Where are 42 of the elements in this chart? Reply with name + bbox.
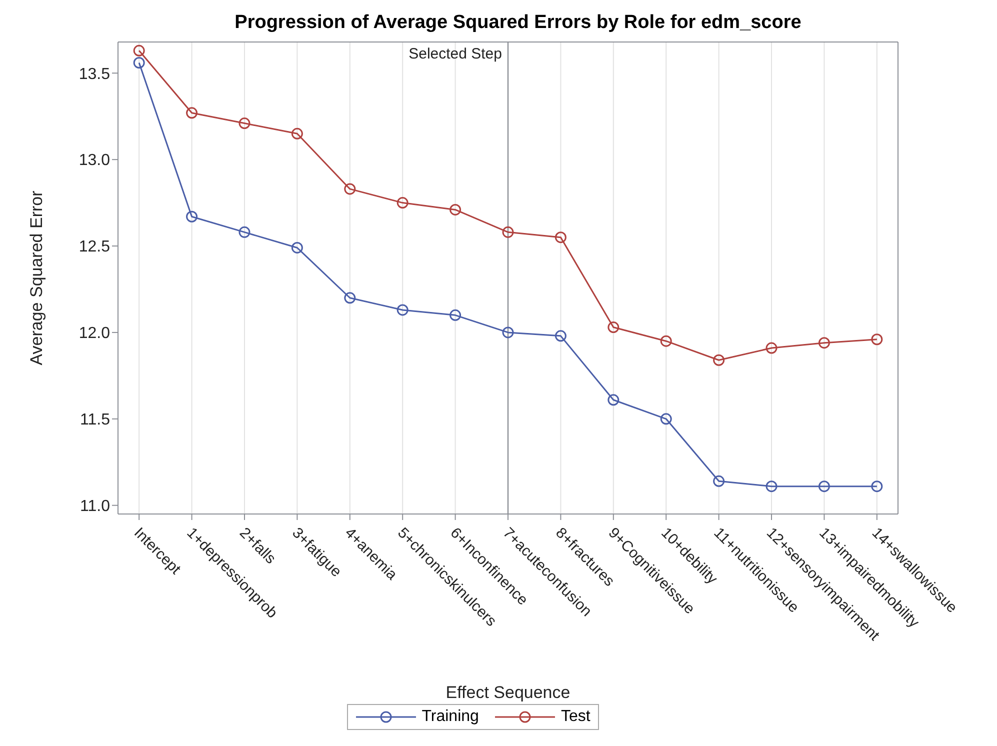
- point: [502, 326, 514, 338]
- point: [608, 394, 620, 406]
- y-tick-label: 13.0: [78, 152, 110, 170]
- point: [450, 309, 462, 321]
- point: [608, 322, 620, 334]
- point: [133, 56, 145, 68]
- point: [238, 226, 250, 238]
- y-tick-label: 11.5: [80, 412, 110, 429]
- point: [818, 337, 830, 349]
- point: [713, 475, 725, 487]
- point: [291, 128, 303, 140]
- y-tick-label: 13.5: [78, 66, 110, 83]
- point: [713, 354, 725, 366]
- point: [766, 342, 778, 354]
- point: [871, 480, 883, 492]
- ref-line-label: Selected Step: [408, 46, 502, 63]
- x-axis-title: Effect Sequence: [446, 683, 570, 702]
- point: [344, 292, 356, 304]
- point: [396, 197, 408, 209]
- point: [502, 226, 514, 238]
- point: [871, 334, 883, 346]
- point: [186, 107, 198, 119]
- point: [554, 232, 566, 244]
- point: [291, 242, 303, 254]
- point: [554, 330, 566, 342]
- point: [186, 210, 198, 222]
- point: [766, 480, 778, 492]
- legend-label: Test: [560, 708, 590, 726]
- point: [450, 204, 462, 216]
- chart-title: Progression of Average Squared Errors by Role for edm_score: [234, 12, 802, 34]
- point: [133, 44, 145, 56]
- point: [396, 304, 408, 316]
- point: [660, 413, 672, 425]
- y-tick-label: 11.0: [80, 498, 110, 516]
- legend-label: Training: [422, 708, 479, 726]
- point: [660, 335, 672, 347]
- y-axis-title: Average Squared Error: [27, 190, 46, 366]
- y-tick-label: 12.5: [78, 238, 110, 256]
- y-tick-label: 12.0: [78, 325, 110, 342]
- point: [344, 183, 356, 195]
- point: [238, 118, 250, 130]
- point: [818, 480, 830, 492]
